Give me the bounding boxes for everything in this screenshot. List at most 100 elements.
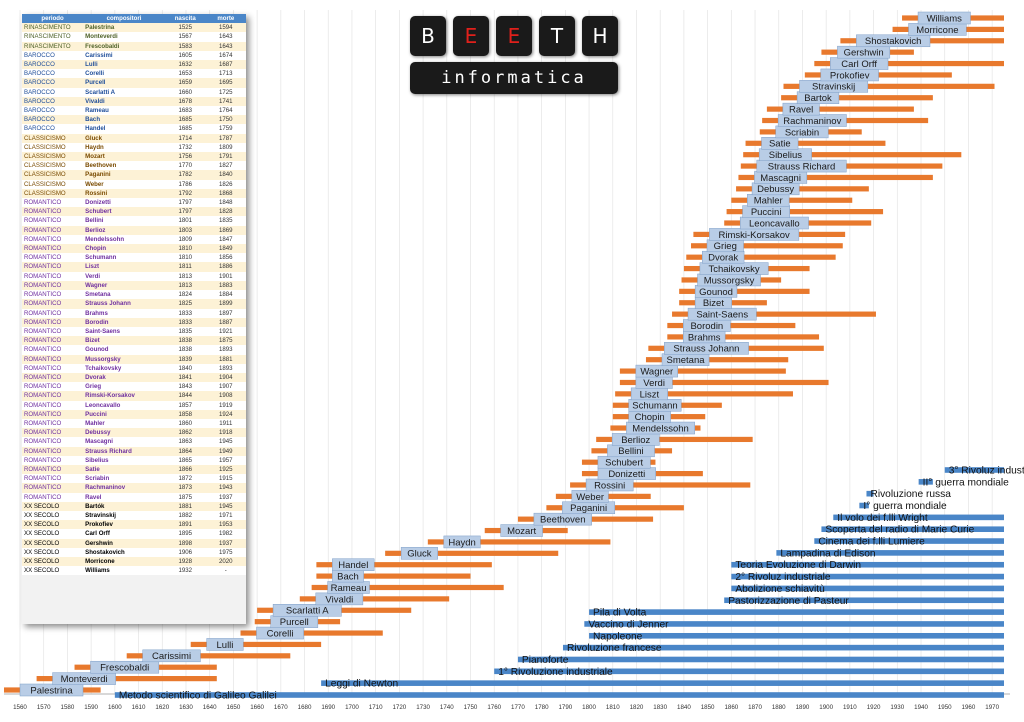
table-row: ROMANTICO Brahms 1833 1897 — [22, 308, 246, 318]
composer-bar — [726, 209, 884, 215]
cell-compositore: Mendelssohn — [85, 235, 125, 243]
composer-label: Puccini — [751, 207, 782, 218]
cell-nascita: 1797 — [178, 208, 192, 216]
cell-nascita: 1840 — [178, 364, 192, 372]
cell-morte: 1827 — [219, 162, 233, 170]
composer-label: Stravinskij — [812, 82, 855, 93]
cell-nascita: 1810 — [178, 245, 192, 253]
cell-periodo: ROMANTICO — [24, 217, 62, 225]
event-bar — [517, 656, 1004, 663]
cell-compositore: Brahms — [85, 309, 108, 317]
cell-compositore: Handel — [85, 125, 106, 133]
event-label: Il volo dei f.lli Wright — [837, 513, 928, 524]
table-row: ROMANTICO Satie 1866 1925 — [22, 464, 246, 475]
event-bar — [866, 490, 874, 497]
cell-morte: 1918 — [219, 429, 233, 437]
cell-morte: 1925 — [219, 465, 233, 473]
cell-compositore: Bellini — [85, 217, 104, 225]
composer-label: Shostakovich — [865, 36, 922, 47]
x-tick-label: 1700 — [345, 704, 359, 711]
event-label: Cinema dei f.lli Lumiere — [818, 537, 925, 548]
cell-compositore: Tchaikovsky — [85, 364, 122, 372]
composer-label: Mahler — [754, 196, 783, 207]
cell-morte: 1849 — [219, 245, 233, 253]
cell-compositore: Strauss Johann — [85, 300, 131, 308]
beeth-logo: B E E T H informatica — [410, 16, 618, 96]
x-tick-label: 1880 — [772, 704, 786, 711]
table-row: ROMANTICO Strauss Johann 1825 1899 — [22, 299, 246, 309]
cell-morte: 1881 — [219, 355, 233, 363]
x-tick-label: 1850 — [701, 704, 715, 711]
cell-compositore: Lulli — [85, 61, 98, 69]
cell-nascita: 1605 — [178, 51, 192, 59]
cell-morte: 1883 — [219, 281, 233, 289]
cell-nascita: 1858 — [178, 410, 192, 418]
x-tick-label: 1920 — [867, 704, 881, 711]
event-bar — [494, 668, 1004, 675]
table-row: XX SECOLO Morricone 1928 2020 — [22, 556, 246, 567]
composer-label-box — [500, 524, 543, 537]
cell-nascita: 1803 — [178, 226, 192, 234]
cell-periodo: ROMANTICO — [24, 226, 62, 234]
cell-periodo: CLASSICISMO — [24, 162, 66, 170]
table-row: ROMANTICO Tchaikovsky 1840 1893 — [22, 363, 246, 373]
table-row: ROMANTICO Rachmaninov 1873 1943 — [22, 483, 246, 493]
composer-label: Mussorgsky — [704, 275, 755, 286]
cell-morte: 1594 — [219, 24, 233, 32]
event-label: Pila di Volta — [593, 608, 647, 619]
cell-compositore: Paganini — [85, 171, 111, 179]
cell-nascita: 1833 — [178, 309, 192, 317]
composer-label: Scarlatti A — [286, 606, 329, 617]
cell-nascita: 1811 — [178, 263, 192, 271]
cell-periodo: RINASCIMENTO — [24, 24, 71, 32]
cell-periodo: CLASSICISMO — [24, 171, 66, 179]
cell-periodo: BAROCCO — [24, 88, 55, 96]
composer-label: Strauss Johann — [673, 344, 739, 355]
cell-morte: 1904 — [219, 373, 233, 381]
cell-periodo: CLASSICISMO — [24, 143, 66, 151]
x-tick-label: 1770 — [511, 704, 525, 711]
cell-morte: 1911 — [219, 419, 233, 427]
event-bar — [321, 680, 1005, 686]
table-row: ROMANTICO Bellini 1801 1835 — [22, 216, 246, 226]
composer-label: Smetana — [667, 355, 706, 366]
cell-periodo: BAROCCO — [24, 51, 55, 59]
cell-compositore: Frescobaldi — [85, 42, 120, 50]
cell-compositore: Rossini — [85, 189, 108, 197]
cell-nascita: 1825 — [178, 300, 192, 308]
composer-label: Wagner — [640, 366, 673, 377]
table-row: ROMANTICO Mahler 1860 1911 — [22, 418, 246, 429]
cell-morte: 1899 — [219, 300, 233, 308]
cell-periodo: ROMANTICO — [24, 401, 62, 409]
cell-morte: 1921 — [219, 327, 233, 335]
cell-compositore: Gershwin — [85, 539, 113, 547]
cell-morte: 2020 — [219, 557, 233, 565]
table-row: XX SECOLO Shostakovich 1906 1975 — [22, 547, 246, 557]
cell-morte: 1835 — [219, 217, 233, 225]
cell-morte: 1750 — [219, 116, 233, 124]
table-row: XX SECOLO Gershwin 1898 1937 — [22, 538, 246, 548]
table-row: ROMANTICO Liszt 1811 1886 — [22, 262, 246, 272]
table-row: XX SECOLO Bartók 1881 1945 — [22, 501, 246, 511]
table-row: ROMANTICO Chopin 1810 1849 — [22, 244, 246, 254]
cell-morte: 1713 — [219, 70, 233, 78]
cell-compositore: Verdi — [85, 272, 101, 280]
cell-morte: 1945 — [219, 438, 233, 446]
cell-compositore: Scriabin — [85, 475, 110, 483]
cell-nascita: 1843 — [178, 383, 192, 391]
cell-compositore: Donizetti — [85, 199, 111, 207]
cell-compositore: Weber — [85, 180, 104, 188]
x-tick-label: 1610 — [132, 704, 146, 711]
cell-periodo: ROMANTICO — [24, 208, 62, 216]
cell-morte: 1893 — [219, 364, 233, 372]
cell-morte: 1759 — [219, 125, 233, 133]
event-label: Metodo scientifico di Galileo Galilei — [119, 691, 277, 702]
x-tick-label: 1730 — [416, 704, 430, 711]
cell-compositore: Grieg — [85, 383, 102, 391]
table-row: XX SECOLO Williams 1932 - — [22, 566, 246, 576]
x-tick-label: 1820 — [630, 704, 644, 711]
composer-label: Handel — [338, 560, 368, 571]
event-bars — [114, 467, 1005, 698]
cell-morte: 1886 — [219, 263, 233, 271]
cell-periodo: ROMANTICO — [24, 438, 62, 446]
